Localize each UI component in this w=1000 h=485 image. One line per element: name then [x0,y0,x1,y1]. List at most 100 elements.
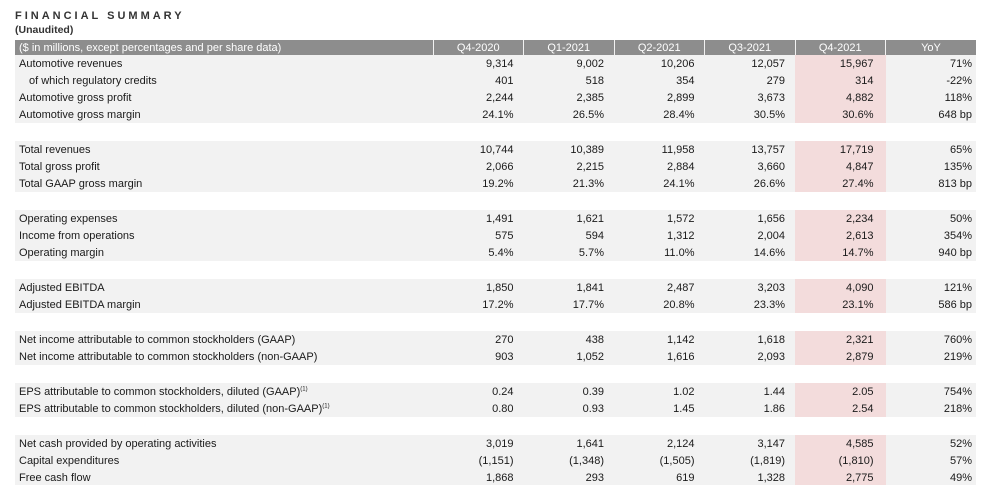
value-cell: 1,312 [614,227,705,244]
highlight-cell: 4,847 [795,158,886,175]
value-cell: 575 [433,227,524,244]
table-row: Operating expenses 1,491 1,621 1,572 1,656 2,… [15,210,976,227]
table-row: EPS attributable to common stockholders,… [15,400,976,417]
value-cell: 1,572 [614,210,705,227]
column-header: Q4-2021 [794,40,886,55]
value-cell: 3,203 [704,279,795,296]
table-row: Total revenues 10,744 10,389 11,958 13,757 17… [15,141,976,158]
column-header-label: ($ in millions, except percentages and p… [15,40,433,55]
value-cell: 28.4% [614,106,705,123]
value-cell: 2,244 [433,89,524,106]
table-row: Automotive revenues 9,314 9,002 10,206 12,05… [15,55,976,72]
value-cell: (1,505) [614,452,705,469]
value-cell: 2,124 [614,435,705,452]
row-label-text: Automotive gross margin [19,108,141,121]
value-cell: 401 [433,72,524,89]
value-cell: 19.2% [433,175,524,192]
value-cell: 3,660 [704,158,795,175]
value-cell: 11.0% [614,244,705,261]
value-cell: 2,899 [614,89,705,106]
value-cell: 1,491 [433,210,524,227]
yoy-cell: 118% [885,89,976,106]
table-header-row: ($ in millions, except percentages and p… [15,40,976,55]
value-cell: 2,066 [433,158,524,175]
yoy-cell: 65% [885,141,976,158]
value-cell: 17.7% [523,296,614,313]
value-cell: 24.1% [433,106,524,123]
value-cell: 1,641 [523,435,614,452]
table-row: Automotive gross margin 24.1% 26.5% 28.4% 30… [15,106,976,123]
value-cell: 3,019 [433,435,524,452]
highlight-cell: 2.05 [795,383,886,400]
row-label: Adjusted EBITDA margin [15,296,433,313]
value-cell: 23.3% [704,296,795,313]
value-cell: 1,868 [433,469,524,485]
row-label-text: Net income attributable to common stockh… [19,333,296,346]
yoy-cell: 354% [885,227,976,244]
value-cell: 0.24 [433,383,524,400]
page-subtitle: (Unaudited) [15,24,74,36]
group-spacer [15,192,976,210]
highlight-cell: (1,810) [795,452,886,469]
value-cell: (1,348) [523,452,614,469]
value-cell: 10,389 [523,141,614,158]
highlight-cell: 2,234 [795,210,886,227]
row-label: of which regulatory credits [15,72,433,89]
row-label-text: Adjusted EBITDA margin [19,298,141,311]
value-cell: 619 [614,469,705,485]
value-cell: 10,206 [614,55,705,72]
column-header: Q2-2021 [613,40,705,55]
row-label-text: Operating margin [19,246,104,259]
value-cell: 2,215 [523,158,614,175]
highlight-cell: 2,613 [795,227,886,244]
table-body: Automotive revenues 9,314 9,002 10,206 12,05… [15,55,976,485]
group-spacer [15,261,976,279]
highlight-cell: 27.4% [795,175,886,192]
value-cell: 1,841 [523,279,614,296]
value-cell: 594 [523,227,614,244]
value-cell: 9,002 [523,55,614,72]
yoy-cell: 52% [885,435,976,452]
table-row: Net income attributable to common stockh… [15,348,976,365]
highlight-cell: 15,967 [795,55,886,72]
value-cell: 0.80 [433,400,524,417]
value-cell: 26.6% [704,175,795,192]
row-label-text: Total GAAP gross margin [19,177,143,190]
value-cell: 354 [614,72,705,89]
value-cell: 1,052 [523,348,614,365]
row-label: Automotive gross margin [15,106,433,123]
row-label: Capital expenditures [15,452,433,469]
page-title: FINANCIAL SUMMARY [15,10,185,22]
value-cell: 21.3% [523,175,614,192]
row-label-text: Operating expenses [19,212,118,225]
row-label-text: Capital expenditures [19,454,120,467]
highlight-cell: 2,775 [795,469,886,485]
highlight-cell: 2,321 [795,331,886,348]
table-row: Total gross profit 2,066 2,215 2,884 3,660 4,… [15,158,976,175]
value-cell: 9,314 [433,55,524,72]
column-header: Q3-2021 [704,40,795,55]
column-header: YoY [885,40,976,55]
value-cell: 20.8% [614,296,705,313]
yoy-cell: 940 bp [885,244,976,261]
row-label: EPS attributable to common stockholders,… [15,400,433,417]
row-label-text: Automotive gross profit [19,91,132,104]
value-cell: 2,093 [704,348,795,365]
table-row: Adjusted EBITDA 1,850 1,841 2,487 3,203 4,090… [15,279,976,296]
value-cell: 5.4% [433,244,524,261]
value-cell: 3,147 [704,435,795,452]
value-cell: 293 [523,469,614,485]
value-cell: 1,656 [704,210,795,227]
row-label: Net cash provided by operating activitie… [15,435,433,452]
value-cell: 279 [704,72,795,89]
row-label-text: Free cash flow [19,471,91,484]
row-label: EPS attributable to common stockholders,… [15,383,433,400]
value-cell: 1,618 [704,331,795,348]
highlight-cell: 2.54 [795,400,886,417]
value-cell: 0.39 [523,383,614,400]
group-spacer [15,123,976,141]
row-label: Free cash flow [15,469,433,485]
column-header: Q4-2020 [432,40,524,55]
highlight-cell: 23.1% [795,296,886,313]
yoy-cell: 760% [885,331,976,348]
